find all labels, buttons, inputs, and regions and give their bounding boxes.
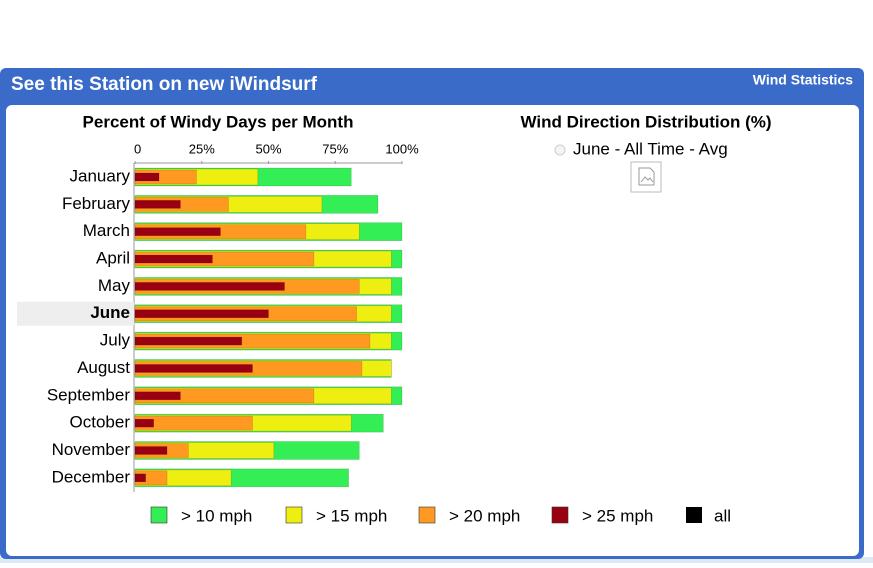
legend-swatch	[418, 506, 436, 524]
x-tick-label: 75%	[322, 141, 348, 156]
bar	[134, 473, 146, 483]
bottom-strip	[0, 557, 873, 563]
section-title: Wind Statistics	[753, 72, 853, 88]
highlight	[17, 301, 134, 326]
bar-chart: 0 25% 50% 75% 100% January February March April M…	[17, 141, 731, 525]
x-tick-label: 0	[134, 141, 141, 156]
x-tick-label: 25%	[189, 141, 215, 156]
bar	[134, 391, 181, 401]
y-tick-label: October	[70, 413, 131, 432]
legend-label: > 15 mph	[316, 506, 387, 525]
legend-swatch	[686, 507, 702, 523]
legend-label: > 10 mph	[181, 506, 252, 525]
y-tick-label: June	[90, 303, 130, 322]
bar	[134, 418, 154, 428]
bar	[134, 172, 160, 182]
bar	[134, 282, 285, 291]
bar	[134, 254, 213, 264]
y-tick-label: July	[100, 331, 131, 350]
bar	[134, 336, 243, 346]
legend-label: > 25 mph	[582, 506, 653, 525]
direction-title: Wind Direction Distribution (%)	[520, 112, 771, 131]
legend-label: all	[714, 506, 731, 525]
bar	[134, 200, 181, 209]
header-link[interactable]: See this Station on new iWindsurf	[11, 74, 318, 95]
radio[interactable]	[554, 144, 566, 156]
legend-swatch	[285, 506, 303, 524]
y-tick-label: December	[52, 467, 131, 486]
bar	[134, 364, 253, 373]
y-tick-label: January	[70, 166, 131, 185]
x-tick-label: 50%	[255, 141, 281, 156]
y-tick-label: May	[98, 276, 131, 295]
y-tick-label: March	[83, 221, 130, 240]
bar	[134, 227, 221, 236]
y-tick-label: November	[52, 440, 131, 459]
x-tick-label: 100%	[385, 141, 419, 156]
y-tick-label: April	[96, 249, 130, 268]
y-tick-label: February	[62, 194, 131, 213]
direction-option: June - All Time - Avg	[573, 139, 728, 158]
image-glyph	[638, 167, 655, 186]
legend-swatch	[551, 506, 569, 524]
y-tick-label: August	[77, 358, 130, 377]
bar	[134, 309, 269, 319]
chart-title: Percent of Windy Days per Month	[83, 112, 354, 131]
image-icon[interactable]	[630, 161, 662, 193]
legend-swatch	[150, 506, 168, 524]
bar	[134, 446, 168, 455]
legend-label: > 20 mph	[449, 506, 520, 525]
y-tick-label: September	[47, 385, 130, 404]
